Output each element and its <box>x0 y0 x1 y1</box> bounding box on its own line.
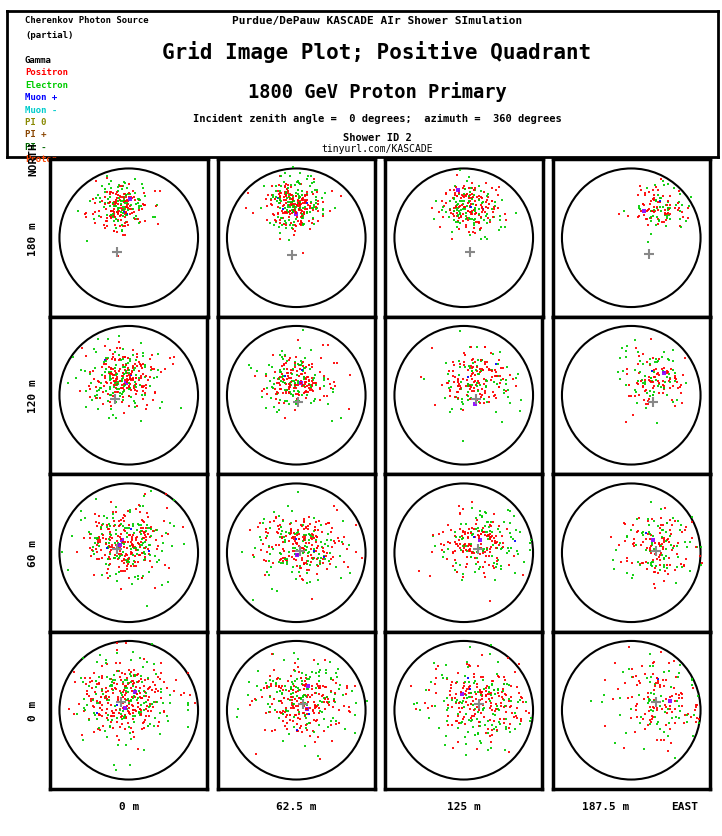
Text: Positron: Positron <box>25 68 68 77</box>
Text: Muon +: Muon + <box>25 93 57 102</box>
Text: PI -: PI - <box>25 143 46 152</box>
Text: (partial): (partial) <box>25 31 74 40</box>
Text: 0 m: 0 m <box>28 701 38 721</box>
Text: Proton: Proton <box>25 155 57 164</box>
Text: 187.5 m: 187.5 m <box>583 801 630 811</box>
Text: Cherenkov Photon Source: Cherenkov Photon Source <box>25 16 149 25</box>
Text: PI 0: PI 0 <box>25 118 46 127</box>
Text: 125 m: 125 m <box>447 801 481 811</box>
Text: Purdue/DePauw KASCADE AIr Shower SImulation: Purdue/DePauw KASCADE AIr Shower SImulat… <box>232 16 522 26</box>
Text: PI +: PI + <box>25 130 46 140</box>
Text: 180 m: 180 m <box>28 222 38 255</box>
Text: 62.5 m: 62.5 m <box>276 801 316 811</box>
Text: Electron: Electron <box>25 80 68 89</box>
Text: Gamma: Gamma <box>25 56 52 64</box>
Text: Grid Image Plot; Positive Quadrant: Grid Image Plot; Positive Quadrant <box>162 41 591 63</box>
Text: Shower ID 2: Shower ID 2 <box>343 133 412 143</box>
Text: tinyurl.com/KASCADE: tinyurl.com/KASCADE <box>321 144 433 154</box>
Text: Incident zenith angle =  0 degrees;  azimuth =  360 degrees: Incident zenith angle = 0 degrees; azimu… <box>193 115 562 125</box>
Text: 1800 GeV Proton Primary: 1800 GeV Proton Primary <box>248 82 506 102</box>
Text: NORTH: NORTH <box>28 142 38 176</box>
Text: EAST: EAST <box>671 801 698 811</box>
Text: 60 m: 60 m <box>28 539 38 567</box>
Text: 120 m: 120 m <box>28 379 38 413</box>
Text: 0 m: 0 m <box>118 801 139 811</box>
Text: Muon -: Muon - <box>25 105 57 115</box>
